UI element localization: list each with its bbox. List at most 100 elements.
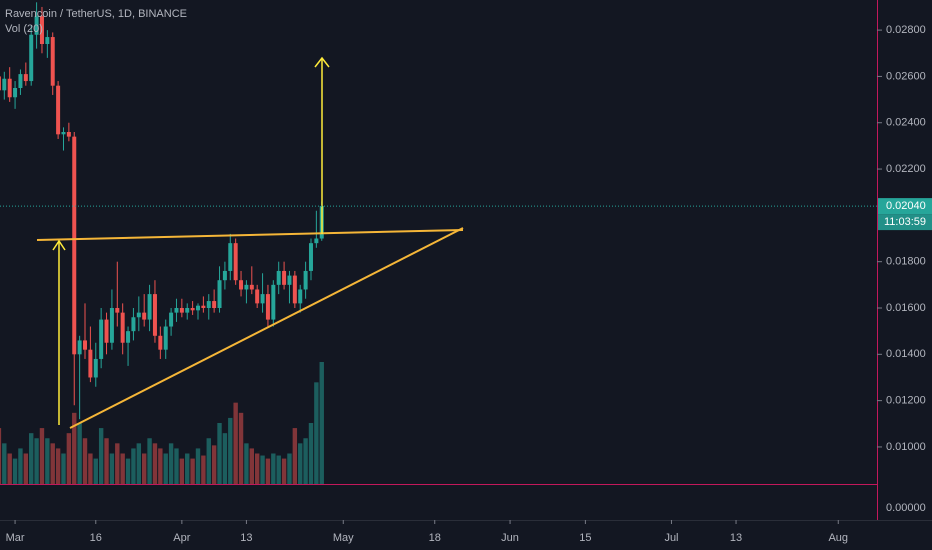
volume-bar [179,458,185,484]
candle-body [206,301,211,308]
countdown-box [878,214,932,231]
x-tick-label: Jun [501,532,519,544]
candle-body [287,275,292,285]
candle-body [260,294,265,304]
volume-bar [131,448,136,484]
volume-bar [206,438,211,484]
volume-bar [314,382,319,484]
volume-bar [55,448,61,484]
candle-body [29,34,34,82]
volume-bar [29,433,34,484]
candle-body [136,312,141,318]
candle-body [50,37,55,86]
candle-body [18,74,23,88]
volume-bar [298,443,303,484]
candle-body [109,308,114,343]
drawings [36,56,464,429]
volume-bar [319,362,324,484]
candle-body [255,289,260,304]
volume-bar [50,443,55,484]
x-tick-label: 15 [579,532,591,544]
x-tick-label: Apr [173,532,190,544]
volume-bar [211,445,217,484]
volume-bar [45,438,50,484]
x-tick-label: 16 [90,532,102,544]
candle-body [83,340,88,350]
volume-bar [39,428,45,484]
y-tick-label: 0.02400 [886,117,926,129]
volume-bar [185,453,190,484]
volume-bar [168,443,174,484]
volume-bar [82,438,88,484]
volume-bar [7,453,12,484]
candle-body [233,243,238,281]
y-tick-label: 0.02800 [886,24,926,36]
candle-body [292,275,297,304]
volume-bar [66,433,72,484]
candle-body [249,284,254,290]
candle-body [314,238,319,244]
countdown: 11:03:59 [884,216,926,228]
volume-bar [217,423,222,484]
chart-title: Ravencoin / TetherUS, 1D, BINANCE [5,8,187,20]
candle-body [99,319,104,359]
x-tick-label: Aug [828,532,848,544]
support-line [69,227,464,429]
candle-body [217,280,222,308]
arrow-head [52,239,66,251]
y-tick-label: 0.01200 [886,395,926,407]
candle-body [222,270,227,281]
candle-body [158,335,163,350]
y-tick-label: 0.01000 [886,441,926,453]
volume-bar [190,458,195,484]
volume-bar [120,453,125,484]
candle-body [308,243,313,271]
volume-bar [195,448,201,484]
volume-bar [125,458,131,484]
plot-area [0,2,324,484]
candle-body [2,78,7,91]
volume-bar [77,423,82,484]
candle-body [169,312,174,327]
candle-body [303,270,308,290]
candle-body [228,243,233,271]
candle-body [265,294,270,320]
candle-body [298,289,303,304]
y-tick-label: 0.01800 [886,256,926,268]
volume-axis-label: 0.00000 [886,502,926,514]
x-tick-label: May [333,532,354,544]
candle-body [120,312,125,343]
volume-bar [244,443,249,484]
candle-body [61,132,66,135]
volume-bar [93,458,98,484]
volume-bar [72,412,77,484]
candle-body [190,308,195,311]
candle-body [23,74,28,82]
volume-bar [98,428,104,484]
volume-bar [308,423,314,484]
x-tick-label: 13 [730,532,742,544]
candle-body [88,349,93,378]
candle-body [39,16,44,44]
volume-bar [201,455,206,484]
volume-bar [281,458,287,484]
candle-body [195,305,200,311]
x-tick-label: 18 [429,532,441,544]
volume-bar [292,428,298,484]
volume-bar [88,453,93,484]
candle-body [72,136,77,355]
volume-bar [61,453,66,484]
volume-bar [109,453,115,484]
candle-body [174,308,179,313]
candle-body [126,331,131,343]
volume-bar [147,438,152,484]
x-tick-label: Mar [6,532,25,544]
volume-bar [271,453,276,484]
candle-body [185,308,190,313]
volume-bar [249,448,255,484]
candle-body [104,319,109,343]
candle-body [147,294,152,320]
candle-body [282,270,287,285]
price-label: 0.02040 [886,200,926,212]
